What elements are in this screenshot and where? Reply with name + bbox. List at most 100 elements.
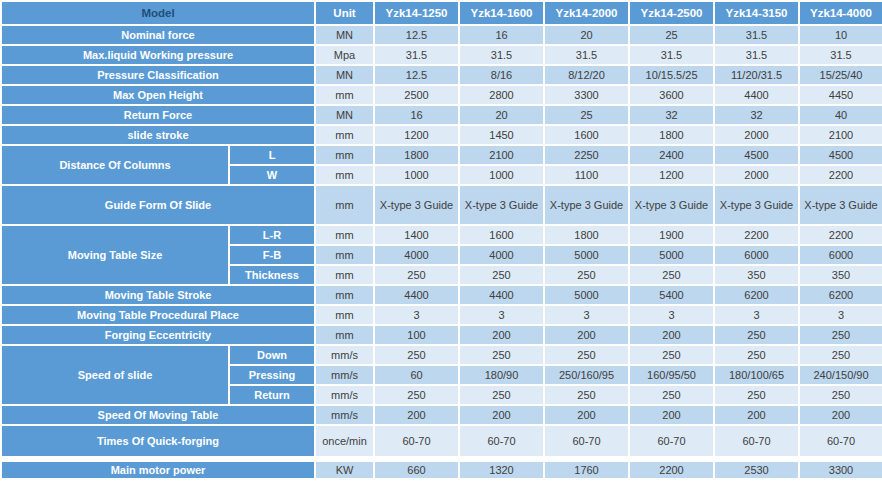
unit-cell: mm/s [315, 365, 374, 385]
value-cell: 4400 [714, 85, 799, 105]
value-cell: 4500 [799, 145, 882, 165]
row-label: Moving Table Procedural Place [1, 305, 315, 325]
value-cell: X-type 3 Guide [629, 185, 714, 225]
value-cell: 20 [459, 105, 544, 125]
value-cell: 250 [459, 265, 544, 285]
value-cell: 200 [374, 405, 459, 425]
row-label: Times Of Quick-forging [1, 425, 315, 459]
value-cell: 16 [374, 105, 459, 125]
value-cell: 200 [629, 405, 714, 425]
value-cell: 31.5 [799, 45, 882, 65]
value-cell: 250 [374, 385, 459, 405]
value-cell: 60-70 [714, 425, 799, 459]
value-cell: 200 [799, 405, 882, 425]
value-cell: 6000 [799, 245, 882, 265]
table-row: Main motor powerKW6601320176022002530330… [1, 459, 882, 479]
row-label: Moving Table Stroke [1, 285, 315, 305]
value-cell: 160/95/50 [629, 365, 714, 385]
value-cell: 3300 [799, 459, 882, 479]
row-sub-label: L [229, 145, 315, 165]
row-label: Pressure Classification [1, 65, 315, 85]
value-cell: 1000 [374, 165, 459, 185]
unit-cell: MN [315, 65, 374, 85]
value-cell: 250 [799, 345, 882, 365]
value-cell: 10 [799, 25, 882, 45]
value-cell: 20 [544, 25, 629, 45]
table-row: Speed of slideDownmm/s250250250250250250 [1, 345, 882, 365]
row-label: Speed Of Moving Table [1, 405, 315, 425]
value-cell: 25 [629, 25, 714, 45]
value-cell: 250 [714, 325, 799, 345]
value-cell: 200 [544, 325, 629, 345]
table-row: Pressure ClassificationMN12.58/168/12/20… [1, 65, 882, 85]
value-cell: 1100 [544, 165, 629, 185]
value-cell: 4400 [459, 285, 544, 305]
row-group-label: Distance Of Columns [1, 145, 229, 185]
unit-cell: mm [315, 265, 374, 285]
row-group-label: Moving Table Size [1, 225, 229, 285]
table-row: Return ForceMN162025323240 [1, 105, 882, 125]
value-cell: 1450 [459, 125, 544, 145]
row-label: Nominal force [1, 25, 315, 45]
value-cell: X-type 3 Guide [799, 185, 882, 225]
row-label: slide stroke [1, 125, 315, 145]
value-cell: 250 [544, 385, 629, 405]
value-cell: 31.5 [629, 45, 714, 65]
table-row: Moving Table Strokemm4400440050005400620… [1, 285, 882, 305]
value-cell: 250 [544, 345, 629, 365]
value-cell: 31.5 [714, 45, 799, 65]
value-cell: 1800 [544, 225, 629, 245]
value-cell: 2200 [629, 459, 714, 479]
value-cell: 250 [799, 385, 882, 405]
value-cell: 1200 [629, 165, 714, 185]
row-sub-label: Pressing [229, 365, 315, 385]
table-row: Nominal forceMN12.516202531.510 [1, 25, 882, 45]
value-cell: 6200 [714, 285, 799, 305]
value-cell: 2530 [714, 459, 799, 479]
value-cell: 1800 [374, 145, 459, 165]
column-header-model-name: Yzk14-2000 [544, 1, 629, 25]
value-cell: 250 [714, 385, 799, 405]
column-header-unit: Unit [315, 1, 374, 25]
table-row: Forging Eccentricitymm100200200200250250 [1, 325, 882, 345]
header-row: ModelUnitYzk14-1250Yzk14-1600Yzk14-2000Y… [1, 1, 882, 25]
value-cell: 31.5 [544, 45, 629, 65]
unit-cell: mm [315, 245, 374, 265]
value-cell: X-type 3 Guide [459, 185, 544, 225]
value-cell: X-type 3 Guide [544, 185, 629, 225]
table-row: Distance Of ColumnsLmm180021002250240045… [1, 145, 882, 165]
table-row: Speed Of Moving Tablemm/s200200200200200… [1, 405, 882, 425]
value-cell: 15/25/40 [799, 65, 882, 85]
unit-cell: mm/s [315, 385, 374, 405]
value-cell: 3600 [629, 85, 714, 105]
table-row: slide strokemm120014501600180020002100 [1, 125, 882, 145]
table-header: ModelUnitYzk14-1250Yzk14-1600Yzk14-2000Y… [1, 1, 882, 25]
table-row: Times Of Quick-forgingonce/min60-7060-70… [1, 425, 882, 459]
value-cell: 2400 [629, 145, 714, 165]
value-cell: 2100 [459, 145, 544, 165]
row-sub-label: W [229, 165, 315, 185]
row-group-label: Speed of slide [1, 345, 229, 405]
value-cell: 32 [629, 105, 714, 125]
row-label: Max Open Height [1, 85, 315, 105]
value-cell: 32 [714, 105, 799, 125]
value-cell: 4450 [799, 85, 882, 105]
value-cell: 200 [459, 325, 544, 345]
value-cell: 180/100/65 [714, 365, 799, 385]
value-cell: 2100 [799, 125, 882, 145]
value-cell: 2200 [799, 225, 882, 245]
value-cell: 1000 [459, 165, 544, 185]
value-cell: 200 [544, 405, 629, 425]
column-header-model-name: Yzk14-1250 [374, 1, 459, 25]
value-cell: 2000 [714, 125, 799, 145]
value-cell: 1600 [544, 125, 629, 145]
value-cell: 2250 [544, 145, 629, 165]
row-sub-label: Thickness [229, 265, 315, 285]
value-cell: 5000 [544, 285, 629, 305]
value-cell: 240/150/90 [799, 365, 882, 385]
unit-cell: mm [315, 125, 374, 145]
table-row: Max.liquid Working pressureMpa31.531.531… [1, 45, 882, 65]
value-cell: 250 [629, 265, 714, 285]
value-cell: 8/16 [459, 65, 544, 85]
unit-cell: mm [315, 145, 374, 165]
